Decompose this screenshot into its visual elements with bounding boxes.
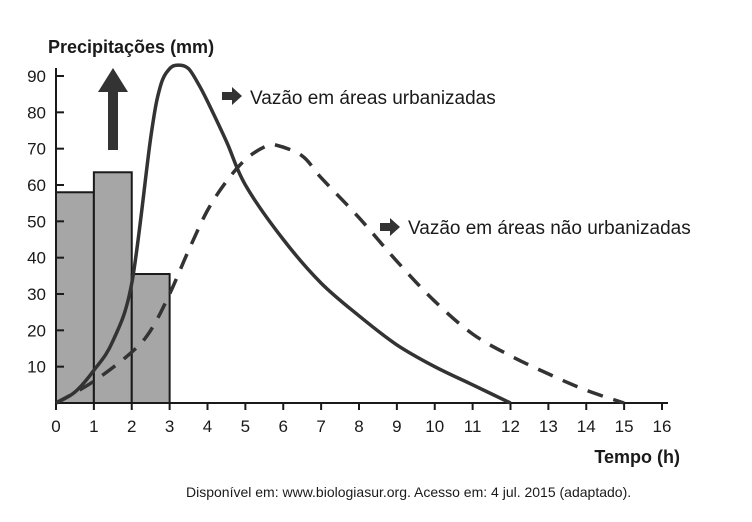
x-tick-label: 9 xyxy=(392,417,401,436)
urbanized-flow-line xyxy=(55,63,512,405)
annotation-urbanized: Vazão em áreas urbanizadas xyxy=(250,88,496,109)
x-tick-label: 4 xyxy=(203,417,212,436)
x-tick-label: 0 xyxy=(51,417,60,436)
annotations: Vazão em áreas urbanizadas Vazão em área… xyxy=(48,37,691,467)
y-tick-label: 90 xyxy=(27,67,46,86)
x-tick-label: 8 xyxy=(354,417,363,436)
y-tick-label: 50 xyxy=(27,212,46,231)
x-tick-label: 2 xyxy=(127,417,136,436)
precipitation-bar xyxy=(130,273,171,404)
x-tick-label: 15 xyxy=(615,417,634,436)
pointer-arrow-icon xyxy=(222,87,242,105)
flow-lines xyxy=(55,63,625,405)
y-tick-label: 70 xyxy=(27,140,46,159)
x-tick-label: 10 xyxy=(425,417,444,436)
pointer-arrow-icon xyxy=(380,218,400,236)
y-axis-title: Precipitações (mm) xyxy=(48,37,214,57)
y-tick-label: 80 xyxy=(27,103,46,122)
x-tick-label: 7 xyxy=(316,417,325,436)
x-tick-label: 3 xyxy=(165,417,174,436)
x-tick-label: 6 xyxy=(279,417,288,436)
annotation-non-urbanized: Vazão em áreas não urbanizadas xyxy=(408,218,691,239)
x-tick-label: 1 xyxy=(89,417,98,436)
x-tick-label: 13 xyxy=(539,417,558,436)
x-tick-label: 16 xyxy=(653,417,672,436)
y-tick-label: 30 xyxy=(27,285,46,304)
x-tick-label: 14 xyxy=(577,417,596,436)
y-tick-label: 20 xyxy=(27,321,46,340)
source-caption: Disponível em: www.biologiasur.org. Aces… xyxy=(186,484,632,500)
precipitation-bar xyxy=(55,191,95,404)
non-urbanized-flow-line xyxy=(55,142,625,405)
y-tick-label: 10 xyxy=(27,358,46,377)
x-tick-label: 12 xyxy=(501,417,520,436)
x-tick-label: 5 xyxy=(241,417,250,436)
y-tick-label: 60 xyxy=(27,176,46,195)
y-tick-label: 40 xyxy=(27,249,46,268)
x-tick-label: 11 xyxy=(464,417,482,436)
x-axis-title: Tempo (h) xyxy=(594,447,680,467)
up-arrow-icon xyxy=(98,68,128,150)
